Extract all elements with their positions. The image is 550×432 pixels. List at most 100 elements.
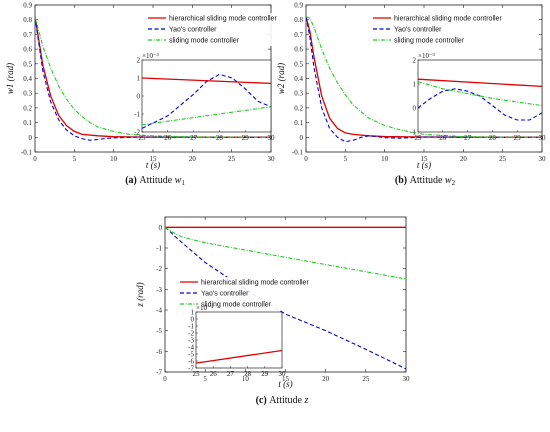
legend-box — [371, 13, 499, 46]
inset-x-tick-label: 30 — [279, 370, 287, 378]
inset-frame — [195, 311, 283, 369]
x-tick-label: 15 — [282, 375, 290, 383]
inset-series-line — [418, 88, 542, 121]
y-tick-label: 0.6 — [294, 46, 303, 54]
y-tick-label: 0.9 — [23, 2, 32, 10]
y-tick-label: -1 — [156, 245, 162, 253]
x-tick-label: 25 — [362, 375, 370, 383]
inset-plot: 25 26 27 28 29 30 -1 0 1 2×10⁻³ — [410, 52, 546, 142]
inset-x-tick-label: 25 — [193, 370, 201, 378]
x-tick-label: 5 — [203, 375, 207, 383]
y-tick-label: 0.7 — [23, 31, 32, 39]
inset-y-tick-label: -1 — [410, 129, 416, 137]
y-tick-label: 0.1 — [294, 119, 303, 127]
y-tick-label: 0.2 — [294, 104, 303, 112]
inset-y-tick-label: -4 — [188, 344, 194, 352]
y-tick-label: 0 — [159, 224, 163, 232]
x-tick-label: 10 — [242, 375, 250, 383]
legend-label: Yao's controller — [201, 291, 249, 298]
y-tick-label: -6 — [156, 348, 162, 356]
inset-series-line — [418, 81, 542, 107]
series-line-2 — [165, 226, 406, 370]
x-tick-label: 25 — [499, 155, 507, 163]
inset-x-tick-label: 29 — [242, 134, 250, 142]
x-tick-label: 0 — [304, 155, 308, 163]
inset-plot: 25 26 27 28 29 30 -7-6-5-4-3-2-101×10⁻⁴ — [188, 304, 286, 378]
legend-label: sliding mode controller — [169, 38, 240, 45]
x-tick-label: 5 — [73, 155, 77, 163]
series-group — [35, 16, 271, 141]
legend-box — [146, 13, 274, 46]
legend-label: hierarchical sliding mode controller — [394, 16, 502, 23]
x-axis-label: t (s) — [278, 379, 292, 389]
x-tick-label: 30 — [403, 375, 411, 383]
x-tick-label: 10 — [110, 155, 118, 163]
inset-series-line — [196, 349, 282, 364]
inset-series-line — [418, 78, 542, 88]
y-tick-label: -0.1 — [292, 149, 304, 157]
y-tick-label: 0.2 — [23, 104, 32, 112]
inset-y-tick-label: -7 — [188, 365, 194, 373]
series-group — [165, 226, 406, 370]
inset-exponent: ×10⁻³ — [142, 52, 159, 60]
panel-caption: (c) Attitude z — [256, 395, 309, 406]
y-tick-label: 0.7 — [294, 31, 303, 39]
inset-x-tick-label: 29 — [514, 134, 522, 142]
inset-y-tick-label: -3 — [188, 337, 194, 345]
legend-label: sliding mode controller — [394, 38, 465, 45]
y-tick-label: -0.1 — [21, 149, 33, 157]
series-line-2 — [35, 16, 271, 141]
inset-x-tick-label: 27 — [464, 134, 472, 142]
inset-x-tick-label: 30 — [268, 134, 276, 142]
inset-plot: 25 26 27 28 29 30 -2 -1 0 1 2×10⁻³ — [134, 52, 275, 142]
x-axis-label: t (s) — [417, 160, 431, 170]
inset-x-tick-label: 30 — [539, 134, 547, 142]
x-tick-label: 30 — [539, 155, 547, 163]
inset-x-tick-label: 28 — [216, 134, 224, 142]
inset-x-tick-label: 26 — [439, 134, 447, 142]
inset-y-tick-label: 0 — [191, 316, 195, 324]
inset-y-tick-label: 2 — [413, 57, 417, 65]
panel-caption: (a) Attitude w1 — [125, 175, 185, 187]
y-tick-label: -4 — [156, 307, 162, 315]
x-tick-label: 30 — [268, 155, 276, 163]
series-line-3 — [165, 226, 406, 280]
series-line-2 — [306, 16, 542, 143]
inset-y-tick-label: -2 — [188, 330, 194, 338]
inset-x-tick-label: 26 — [210, 370, 218, 378]
series-line-3 — [306, 16, 542, 138]
legend-label: hierarchical sliding mode controller — [201, 280, 309, 287]
y-tick-label: 0.5 — [294, 60, 303, 68]
x-axis-label: t (s) — [146, 160, 160, 170]
inset-y-tick-label: 1 — [413, 81, 417, 89]
y-tick-label: -2 — [156, 265, 162, 273]
y-tick-label: 0.4 — [23, 75, 32, 83]
inset-x-tick-label: 27 — [190, 134, 198, 142]
inset-y-tick-label: -1 — [134, 111, 140, 119]
y-axis-label: w1 (rad) — [5, 63, 15, 94]
inset-exponent: ×10⁻⁴ — [196, 304, 214, 312]
x-tick-label: 20 — [322, 375, 330, 383]
legend-label: sliding mode controller — [201, 302, 272, 309]
inset-y-tick-label: 0 — [413, 105, 417, 113]
inset-exponent: ×10⁻³ — [418, 52, 435, 60]
x-tick-label: 15 — [421, 155, 429, 163]
x-tick-label: 15 — [150, 155, 158, 163]
inset-y-tick-label: 1 — [137, 75, 141, 83]
panel-b-w2: 0 5 10 15 20 25 30-0.100.10.20.30.40.50.60.70.… — [276, 2, 546, 188]
y-tick-label: -3 — [156, 286, 162, 294]
legend-label: Yao's controller — [394, 27, 442, 34]
x-tick-label: 0 — [33, 155, 37, 163]
y-tick-label: 0.9 — [294, 2, 303, 10]
inset-y-tick-label: -5 — [188, 351, 194, 359]
y-tick-label: 0.1 — [23, 119, 32, 127]
y-tick-label: 0.6 — [23, 46, 32, 54]
y-tick-label: 0.5 — [23, 60, 32, 68]
x-tick-label: 25 — [228, 155, 236, 163]
y-tick-label: 0.4 — [294, 75, 303, 83]
y-tick-label: -5 — [156, 327, 162, 335]
inset-y-tick-label: -1 — [188, 323, 194, 331]
inset-y-tick-label: 0 — [137, 93, 141, 101]
inset-series-line — [142, 73, 271, 129]
inset-series-line — [142, 106, 271, 126]
